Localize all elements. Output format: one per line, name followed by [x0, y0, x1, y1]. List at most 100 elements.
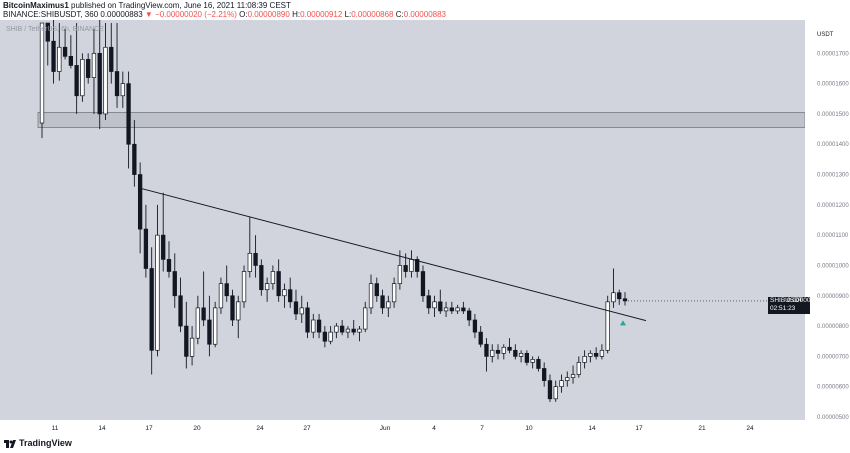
candle — [599, 344, 605, 360]
chart-plot-area[interactable]: SHIB / TetherUS, 6h, BINANCE — [0, 20, 805, 420]
candle-body — [449, 307, 454, 312]
candle-body — [155, 234, 160, 351]
price-tick-label: 0.00001600 — [817, 82, 849, 88]
descending-trendline[interactable] — [140, 187, 647, 322]
candle — [374, 277, 379, 302]
candle — [161, 192, 166, 272]
candle — [617, 289, 622, 305]
candle — [259, 259, 264, 296]
time-tick-label: 4 — [432, 425, 436, 432]
candle-body — [62, 46, 68, 57]
candle-body — [461, 307, 466, 312]
candle-body — [403, 265, 408, 272]
candle-body — [51, 40, 56, 72]
candle — [513, 344, 518, 360]
candle-body — [195, 307, 201, 339]
candle — [270, 265, 276, 290]
time-tick-label: 24 — [256, 425, 264, 432]
candle — [363, 301, 368, 333]
candle — [201, 271, 206, 327]
close-label: C: — [395, 10, 404, 19]
candle-body — [213, 307, 218, 345]
price-tick-label: 0.00000700 — [817, 354, 849, 360]
candle — [184, 301, 189, 369]
candle-body — [542, 368, 547, 381]
candle-body — [322, 331, 327, 342]
price-axis[interactable]: 0.00001700 0.00001600 0.00001500 0.00001400… — [805, 20, 850, 421]
candle-body — [570, 374, 576, 378]
candle-body — [39, 22, 45, 124]
low-label: L: — [344, 10, 352, 19]
candle-body — [553, 386, 558, 400]
candle-body — [120, 83, 125, 97]
candle — [345, 326, 351, 339]
price-label-symbol: SHIBUSDT — [770, 297, 803, 304]
tradingview-logo[interactable]: TradingView — [4, 438, 72, 448]
candle — [247, 216, 252, 278]
candle — [449, 301, 454, 314]
candle — [282, 283, 287, 308]
candle — [472, 313, 478, 339]
candle — [224, 265, 229, 302]
candle-body — [409, 259, 414, 272]
candle-body — [524, 352, 530, 363]
price-tick-label: 0.00000600 — [817, 385, 849, 391]
candle — [507, 338, 512, 354]
candle-body — [518, 352, 524, 357]
candle-body — [178, 295, 183, 327]
candle-body — [478, 331, 483, 345]
candle — [143, 204, 149, 278]
candle — [386, 295, 391, 317]
candle-body — [513, 349, 518, 357]
candle-body — [374, 283, 379, 297]
candle-body — [599, 349, 605, 357]
candle — [391, 277, 397, 308]
author-name[interactable]: BitcoinMaximus1 — [3, 1, 69, 10]
time-tick-label: Jun — [380, 425, 391, 432]
candle — [530, 356, 535, 369]
candle-body — [172, 271, 177, 297]
time-tick-label: 17 — [145, 425, 153, 432]
chart-header: BitcoinMaximus1 published on TradingView… — [0, 0, 850, 20]
candle-body — [299, 307, 304, 315]
tradingview-logo-icon — [4, 439, 16, 448]
candle-body — [224, 283, 229, 297]
candle — [547, 374, 553, 402]
candle-body — [305, 307, 310, 333]
candle — [276, 259, 281, 302]
candle-body — [86, 59, 91, 78]
candle — [195, 295, 201, 345]
time-tick-label: 21 — [698, 425, 706, 432]
candle — [461, 301, 466, 314]
candle-body — [443, 307, 449, 312]
candle — [299, 295, 304, 324]
candle-body — [593, 352, 599, 357]
candle-body — [114, 71, 120, 97]
candle-body — [368, 283, 374, 309]
candle-body — [137, 174, 143, 230]
candle — [316, 313, 322, 339]
candle-body — [166, 259, 172, 272]
candle — [334, 323, 339, 339]
candle — [293, 289, 299, 320]
price-tick-label: 0.00001100 — [817, 233, 849, 239]
candle-body — [45, 22, 50, 42]
candle-body — [536, 359, 541, 369]
candle-body — [189, 337, 195, 357]
candle — [189, 326, 195, 366]
candle-body — [363, 307, 368, 330]
candle — [570, 365, 576, 384]
candle — [576, 356, 581, 378]
publish-info: published on TradingView.com, June 16, 2… — [71, 1, 291, 10]
candle-body — [316, 319, 322, 333]
last-price: 0.00000883 — [100, 10, 143, 19]
candlestick-chart[interactable] — [0, 20, 805, 420]
candle-body — [126, 83, 131, 145]
time-tick-label: 14 — [98, 425, 106, 432]
candle — [542, 362, 547, 387]
candle-countdown: 02:51:23 — [770, 305, 796, 312]
candle-body — [357, 328, 362, 333]
time-axis[interactable]: 11 14 17 20 24 27 Jun 4 7 10 14 17 21 24 — [0, 420, 805, 432]
candle-body — [253, 252, 258, 266]
price-change: −0.00000020 (−2.21%) — [155, 10, 237, 19]
